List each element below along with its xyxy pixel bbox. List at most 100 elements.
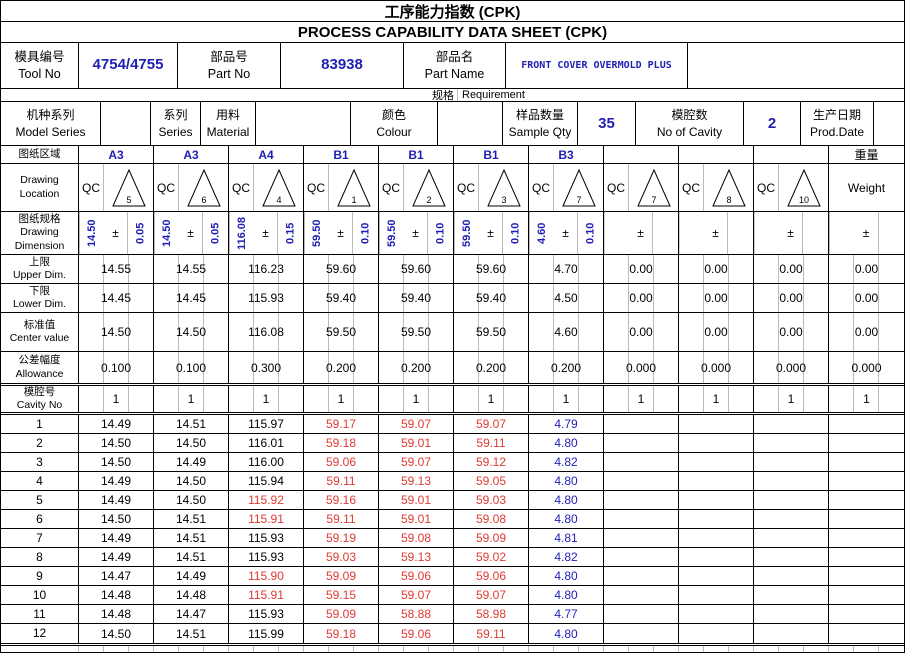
- qc-triangle-icon: 6: [186, 168, 221, 206]
- allowance-col-4: 0.200: [304, 352, 379, 383]
- measurement-table: 图纸区域 A3 A3 A4 B1 B1 B1 B3 重量 Drawing Location QC 5 QC…: [1, 146, 904, 652]
- sample-number: 5: [1, 491, 79, 509]
- qc-label: QC: [379, 164, 404, 211]
- dim-plus-minus: ±: [329, 212, 353, 254]
- allowance-row: 公差幅度 Allowance 0.100 0.100 0.300 0.200 0.200 0.…: [1, 352, 904, 383]
- measurement-r5-c3: 115.92: [229, 491, 304, 509]
- partial-bottom-row: [1, 643, 904, 652]
- measurement-r10-c5: 59.07: [379, 586, 454, 604]
- measurement-r2-c3: 116.01: [229, 434, 304, 452]
- sample-number: 6: [1, 510, 79, 528]
- qc-label: QC: [454, 164, 479, 211]
- measurement-r9-c4: 59.09: [304, 567, 379, 585]
- cavity-col-1: 1: [79, 386, 154, 412]
- center-col-7: 4.60: [529, 313, 604, 351]
- model-series-label-cn: 机种系列: [26, 107, 75, 122]
- cavity-col-7: 1: [529, 386, 604, 412]
- measurement-row-11: 11 14.48 14.47 115.93 59.09 58.88 58.98 4.77: [1, 605, 904, 624]
- dim-value: 59.50: [454, 212, 479, 254]
- measurement-r4-c1: 14.49: [79, 472, 154, 490]
- measurement-r10-c11: [829, 586, 904, 604]
- lower-col-4: 59.40: [304, 284, 379, 312]
- measurement-r11-c6: 58.98: [454, 605, 529, 623]
- lower-col-11: 0.00: [829, 284, 904, 312]
- measurement-r3-c6: 59.12: [454, 453, 529, 471]
- measurement-r9-c11: [829, 567, 904, 585]
- measurement-r8-c6: 59.02: [454, 548, 529, 566]
- partial-col-6: [454, 646, 529, 652]
- measurement-row-7: 7 14.49 14.51 115.93 59.19 59.08 59.09 4.81: [1, 529, 904, 548]
- dim-tolerance: 0.10: [434, 222, 447, 244]
- sample-qty-label: 样品数量 Sample Qty: [503, 102, 578, 145]
- dim-value: 14.50: [79, 212, 104, 254]
- measurement-r8-c3: 115.93: [229, 548, 304, 566]
- measurement-r11-c8: [604, 605, 679, 623]
- requirement-label-cn: 规格: [1, 89, 458, 101]
- qc-label: QC: [529, 164, 554, 211]
- colour-label: 颜色 Colour: [351, 102, 438, 145]
- cavity-no-row: 模腔号 Cavity No 1 1 1 1 1 1 1 1 1 1 1: [1, 383, 904, 412]
- center-col-8: 0.00: [604, 313, 679, 351]
- qc-label: QC: [304, 164, 329, 211]
- dim-col-4: 59.50 ±0.10: [304, 212, 379, 254]
- part-name-label-en: Part Name: [424, 66, 485, 81]
- lower-col-8: 0.00: [604, 284, 679, 312]
- measurement-r11-c5: 58.88: [379, 605, 454, 623]
- upper-col-11: 0.00: [829, 255, 904, 283]
- measurement-r12-c1: 14.50: [79, 624, 154, 643]
- measurement-r3-c8: [604, 453, 679, 471]
- measurement-r4-c5: 59.13: [379, 472, 454, 490]
- measurement-r10-c9: [679, 586, 754, 604]
- lower-col-1: 14.45: [79, 284, 154, 312]
- upper-col-10: 0.00: [754, 255, 829, 283]
- qc-triangle-wrap-6: 6: [179, 164, 228, 211]
- measurement-r5-c7: 4.80: [529, 491, 604, 509]
- prod-date-label-cn: 生产日期: [812, 107, 861, 122]
- dim-plus-minus: ±: [254, 212, 278, 254]
- measurement-r8-c7: 4.82: [529, 548, 604, 566]
- model-series-label: 机种系列 Model Series: [1, 102, 101, 145]
- qc-col-1: QC 5: [79, 164, 154, 211]
- measurement-r2-c7: 4.80: [529, 434, 604, 452]
- qc-label: QC: [154, 164, 179, 211]
- colour-label-cn: 颜色: [381, 107, 406, 122]
- drawing-location-header-row: 图纸区域 A3 A3 A4 B1 B1 B1 B3 重量: [1, 146, 904, 164]
- measurement-r7-c6: 59.09: [454, 529, 529, 547]
- upper-col-4: 59.60: [304, 255, 379, 283]
- center-col-1: 14.50: [79, 313, 154, 351]
- measurement-r9-c5: 59.06: [379, 567, 454, 585]
- qc-row: Drawing Location QC 5 QC 6 QC 4 QC 1 QC 2 QC 3 QC 7 QC 7 Q…: [1, 164, 904, 212]
- qc-triangle-icon: 7: [561, 168, 596, 206]
- measurement-r10-c2: 14.48: [154, 586, 229, 604]
- part-name-value: FRONT COVER OVERMOLD PLUS: [506, 43, 688, 88]
- dim-value: 116.08: [229, 212, 254, 254]
- center-value-row: 标准值 Center value 14.50 14.50 116.08 59.50 59.5…: [1, 313, 904, 352]
- qc-label: QC: [679, 164, 704, 211]
- qc-triangle-wrap-1: 1: [329, 164, 378, 211]
- title-en: PROCESS CAPABILITY DATA SHEET (CPK): [1, 22, 904, 43]
- location-header-col-4: B1: [304, 146, 379, 163]
- measurement-r8-c2: 14.51: [154, 548, 229, 566]
- tool-no-value: 4754/4755: [79, 43, 178, 88]
- measurement-r9-c10: [754, 567, 829, 585]
- material-label-en: Material: [206, 124, 250, 139]
- measurement-row-5: 5 14.49 14.50 115.92 59.16 59.01 59.03 4.80: [1, 491, 904, 510]
- svg-text:1: 1: [351, 195, 356, 205]
- measurement-r7-c2: 14.51: [154, 529, 229, 547]
- center-col-10: 0.00: [754, 313, 829, 351]
- svg-text:7: 7: [576, 195, 581, 205]
- sample-number: 12: [1, 624, 79, 643]
- measurement-r5-c10: [754, 491, 829, 509]
- measurement-r8-c9: [679, 548, 754, 566]
- sample-number: 11: [1, 605, 79, 623]
- qc-col-2: QC 6: [154, 164, 229, 211]
- measurement-r9-c8: [604, 567, 679, 585]
- sample-number: 4: [1, 472, 79, 490]
- measurement-r4-c4: 59.11: [304, 472, 379, 490]
- upper-col-9: 0.00: [679, 255, 754, 283]
- partial-col-7: [529, 646, 604, 652]
- allowance-col-3: 0.300: [229, 352, 304, 383]
- qc-triangle-wrap-5: 5: [104, 164, 153, 211]
- cavity-label: 模腔号 Cavity No: [1, 386, 79, 412]
- measurement-r1-c11: [829, 415, 904, 433]
